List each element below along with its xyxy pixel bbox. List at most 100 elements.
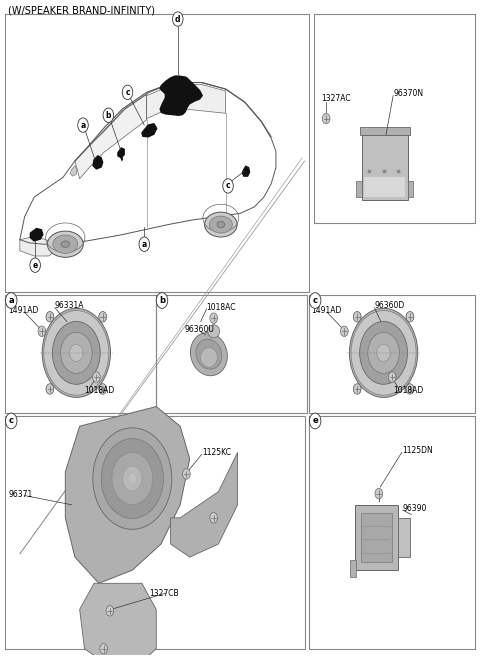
Bar [398,518,410,557]
Circle shape [122,85,133,100]
Ellipse shape [53,235,78,253]
Ellipse shape [42,308,110,398]
Polygon shape [30,228,43,241]
Text: (W/SPEAKER BRAND-INFINITY): (W/SPEAKER BRAND-INFINITY) [8,6,155,16]
Ellipse shape [201,348,217,367]
Circle shape [100,644,108,654]
Ellipse shape [70,344,83,361]
Bar [356,180,362,197]
Ellipse shape [46,312,54,321]
Circle shape [78,118,88,133]
Ellipse shape [52,321,100,384]
Circle shape [106,605,114,616]
Text: 96360U: 96360U [185,325,215,334]
Circle shape [139,237,150,251]
Polygon shape [147,85,173,119]
Ellipse shape [48,231,83,257]
Text: 96360D: 96360D [374,301,404,310]
Text: c: c [9,417,14,426]
Text: 96331A: 96331A [54,301,84,310]
Bar [156,295,307,413]
Ellipse shape [99,384,107,394]
Bar [408,180,413,197]
Circle shape [406,312,414,322]
Text: 1125KC: 1125KC [202,448,231,457]
Ellipse shape [209,216,232,233]
Circle shape [46,384,54,394]
Ellipse shape [60,333,92,373]
Circle shape [38,326,46,337]
Bar [364,177,405,197]
Ellipse shape [377,344,390,361]
Circle shape [406,384,414,394]
Ellipse shape [128,473,137,484]
Polygon shape [65,407,190,583]
Text: 1491AD: 1491AD [8,306,39,315]
Polygon shape [75,94,147,178]
Text: c: c [226,182,230,190]
Circle shape [5,293,17,308]
Circle shape [388,372,396,382]
Ellipse shape [353,312,361,321]
Ellipse shape [46,384,54,394]
Text: a: a [142,239,147,249]
Circle shape [5,413,17,429]
Ellipse shape [208,325,220,338]
Text: 1327AC: 1327AC [322,94,351,104]
Ellipse shape [353,384,361,394]
Ellipse shape [368,333,399,373]
Polygon shape [80,583,156,656]
Bar [5,417,305,649]
Circle shape [156,293,168,308]
Bar [362,135,408,200]
Circle shape [375,488,383,499]
Circle shape [46,312,54,322]
Bar [314,14,475,223]
Ellipse shape [123,466,142,491]
Ellipse shape [217,221,225,228]
Text: 1125DN: 1125DN [402,446,432,455]
Ellipse shape [351,310,416,395]
Polygon shape [170,453,238,557]
Polygon shape [93,156,103,169]
Polygon shape [160,76,202,115]
Text: 96370N: 96370N [393,89,423,98]
Circle shape [340,326,348,337]
Bar [360,127,410,135]
Circle shape [93,372,100,382]
Text: c: c [125,88,130,97]
Circle shape [99,312,107,322]
Text: e: e [33,260,38,270]
Circle shape [210,512,217,523]
Text: 1327CB: 1327CB [149,588,179,598]
Polygon shape [120,155,123,162]
Circle shape [99,384,107,394]
Bar [350,560,356,577]
Text: b: b [159,296,165,305]
Circle shape [182,469,190,480]
Circle shape [310,293,321,308]
Circle shape [210,313,217,323]
Bar [5,295,156,413]
Circle shape [353,312,361,322]
Ellipse shape [99,312,107,321]
Text: 96390: 96390 [403,504,427,512]
Ellipse shape [112,453,153,504]
Text: a: a [9,296,14,305]
Ellipse shape [360,321,408,384]
Text: a: a [80,121,85,130]
Text: 1018AD: 1018AD [84,386,114,396]
Circle shape [103,108,114,123]
Ellipse shape [406,312,414,321]
Circle shape [353,384,361,394]
Ellipse shape [44,310,109,395]
Polygon shape [70,166,77,176]
Ellipse shape [101,439,163,518]
Circle shape [310,413,321,429]
Text: 96371: 96371 [8,491,33,499]
Bar [360,512,392,562]
Text: 1491AD: 1491AD [311,306,341,315]
Text: 1018AC: 1018AC [206,302,236,312]
Ellipse shape [93,428,172,529]
Circle shape [223,178,233,193]
